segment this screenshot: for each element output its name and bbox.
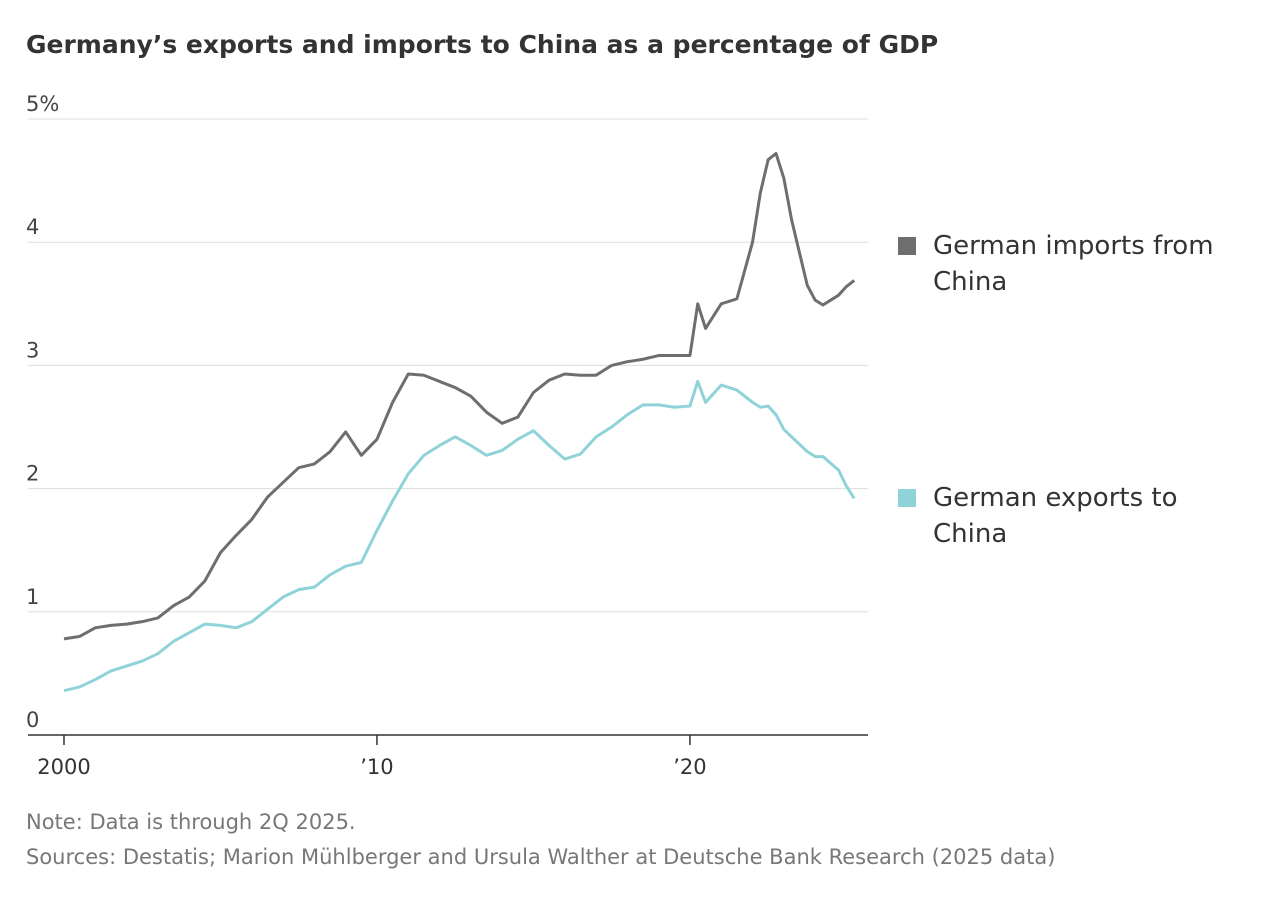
legend-item: German exports to China	[898, 480, 1258, 552]
x-tick-label: ’10	[360, 755, 393, 779]
legend-swatch	[898, 489, 916, 507]
series-line	[63, 152, 856, 641]
y-tick-label: 3	[26, 338, 39, 362]
y-tick-label: 1	[26, 585, 39, 609]
note: Note: Data is through 2Q 2025.	[26, 810, 356, 834]
x-tick-label: 2000	[37, 755, 90, 779]
chart-title: Germany’s exports and imports to China a…	[26, 30, 938, 59]
y-tick-label: 5%	[26, 92, 59, 116]
legend-label: German exports to China	[933, 483, 1178, 549]
legend-item: German imports from China	[898, 228, 1258, 300]
legend-label: German imports from China	[933, 231, 1214, 297]
series-line	[63, 379, 856, 693]
y-tick-label: 4	[26, 215, 39, 239]
y-tick-label: 2	[26, 462, 39, 486]
y-tick-label: 0	[26, 708, 39, 732]
legend-swatch	[898, 237, 916, 255]
x-tick-label: ’20	[673, 755, 706, 779]
sources: Sources: Destatis; Marion Mühlberger and…	[26, 845, 1055, 869]
